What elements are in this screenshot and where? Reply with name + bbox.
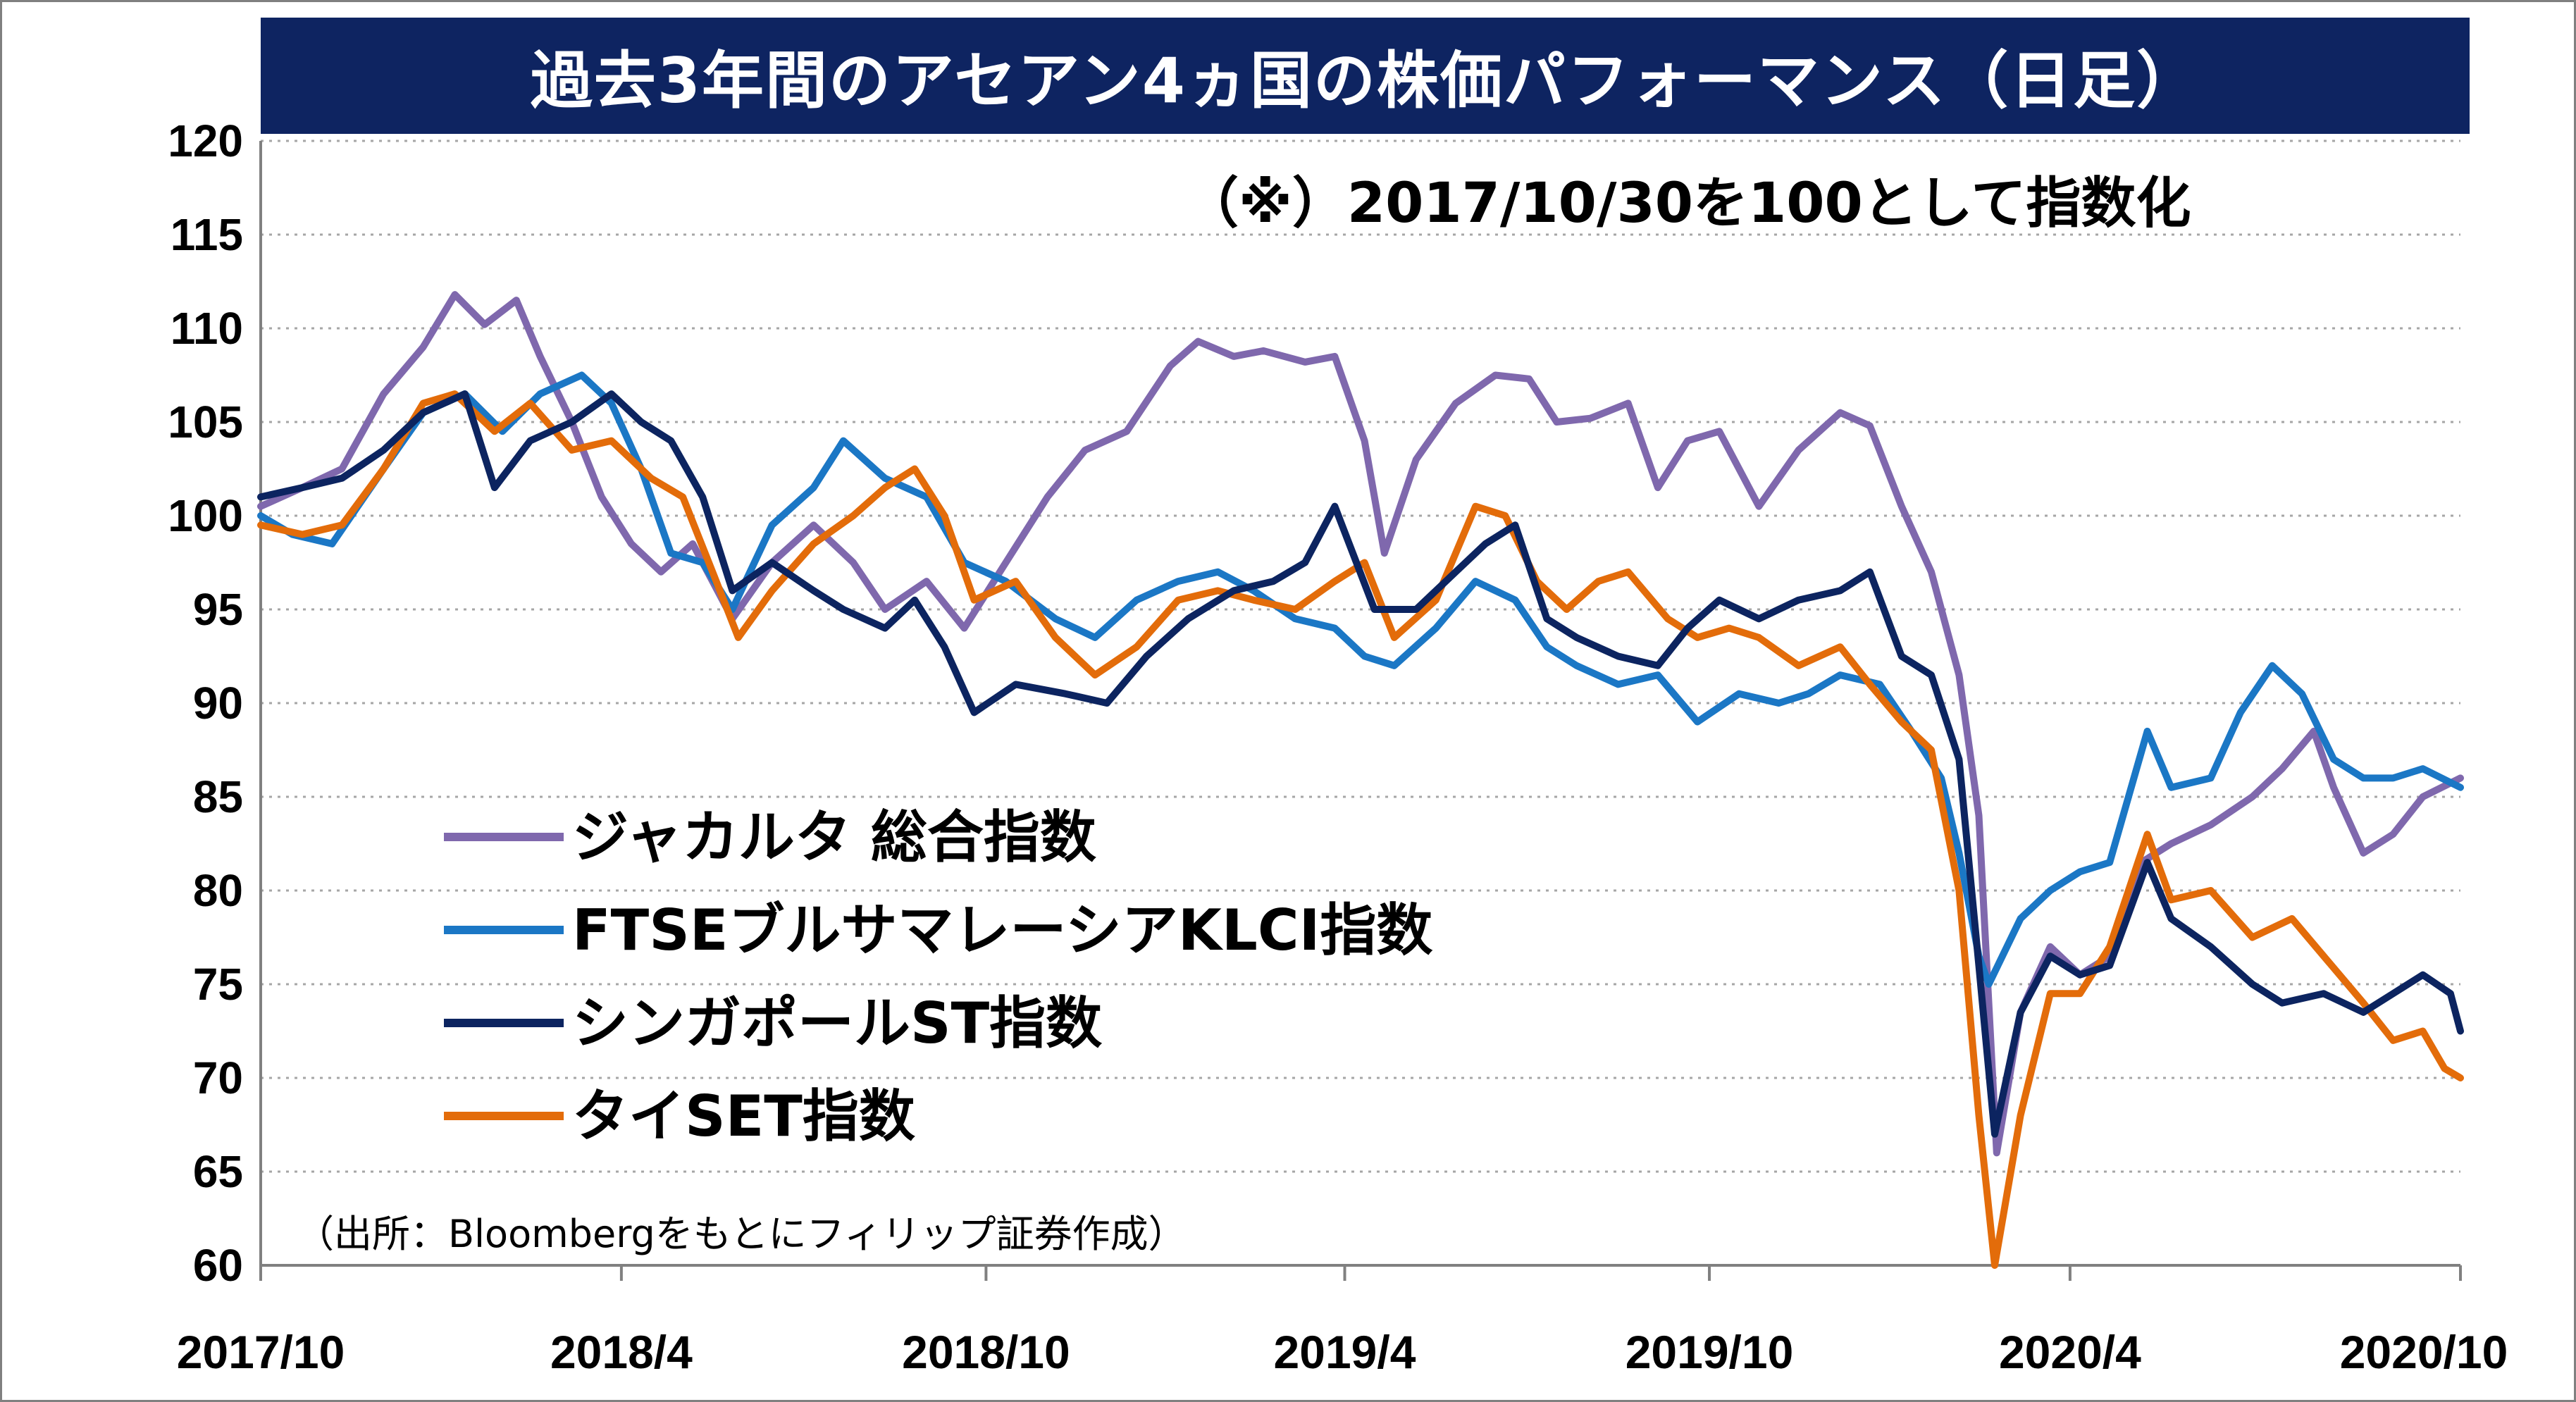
- legend: ジャカルタ 総合指数 FTSEブルサマレーシアKLCI指数シンガポールST指数タイ…: [444, 805, 1432, 1149]
- x-tick-label: 2019/10: [1626, 1326, 1794, 1378]
- legend-label: ジャカルタ 総合指数: [572, 805, 1096, 870]
- y-tick-label: 90: [193, 678, 243, 728]
- y-tick-label: 60: [193, 1240, 243, 1291]
- y-tick-label: 85: [193, 771, 243, 822]
- x-tick-label: 2018/4: [550, 1326, 693, 1378]
- legend-label: FTSEブルサマレーシアKLCI指数: [572, 898, 1432, 963]
- x-tick-label: 2018/10: [902, 1326, 1070, 1378]
- y-tick-label: 120: [168, 116, 243, 166]
- y-tick-label: 65: [193, 1146, 243, 1197]
- source-note: （出所：Bloombergをもとにフィリップ証券作成）: [296, 1212, 1187, 1256]
- axes: 120 115 110 105 100 95 90 85 80 75 70 65 60 2017/10 20…: [168, 116, 2508, 1378]
- x-tick-label: 2019/4: [1274, 1326, 1416, 1378]
- series-lines: [257, 291, 2464, 1269]
- y-tick-label: 70: [193, 1053, 243, 1103]
- legend-label: タイSET指数: [572, 1084, 915, 1149]
- y-tick-label: 100: [168, 490, 243, 541]
- y-tick-label: 95: [193, 584, 243, 635]
- series-line-3: [257, 390, 2464, 1269]
- x-tick-label: 2020/4: [1999, 1326, 2141, 1378]
- x-tick-label: 2017/10: [177, 1326, 345, 1378]
- y-tick-label: 110: [171, 303, 243, 354]
- series-line-1: [257, 371, 2464, 988]
- y-tick-label: 75: [193, 959, 243, 1010]
- y-tick-label: 115: [171, 209, 243, 260]
- series-line-2: [257, 390, 2464, 1138]
- index-note: （※）2017/10/30を100として指数化: [1184, 172, 2191, 235]
- y-tick-label: 105: [168, 397, 243, 447]
- legend-label: シンガポールST指数: [572, 991, 1102, 1056]
- y-tick-label: 80: [193, 865, 243, 916]
- x-tick-label: 2020/10: [2340, 1326, 2508, 1378]
- chart-title: 過去3年間のアセアン4ヵ国の株価パフォーマンス（日足）: [530, 44, 2200, 117]
- chart-title-bar: 過去3年間のアセアン4ヵ国の株価パフォーマンス（日足）: [261, 18, 2470, 134]
